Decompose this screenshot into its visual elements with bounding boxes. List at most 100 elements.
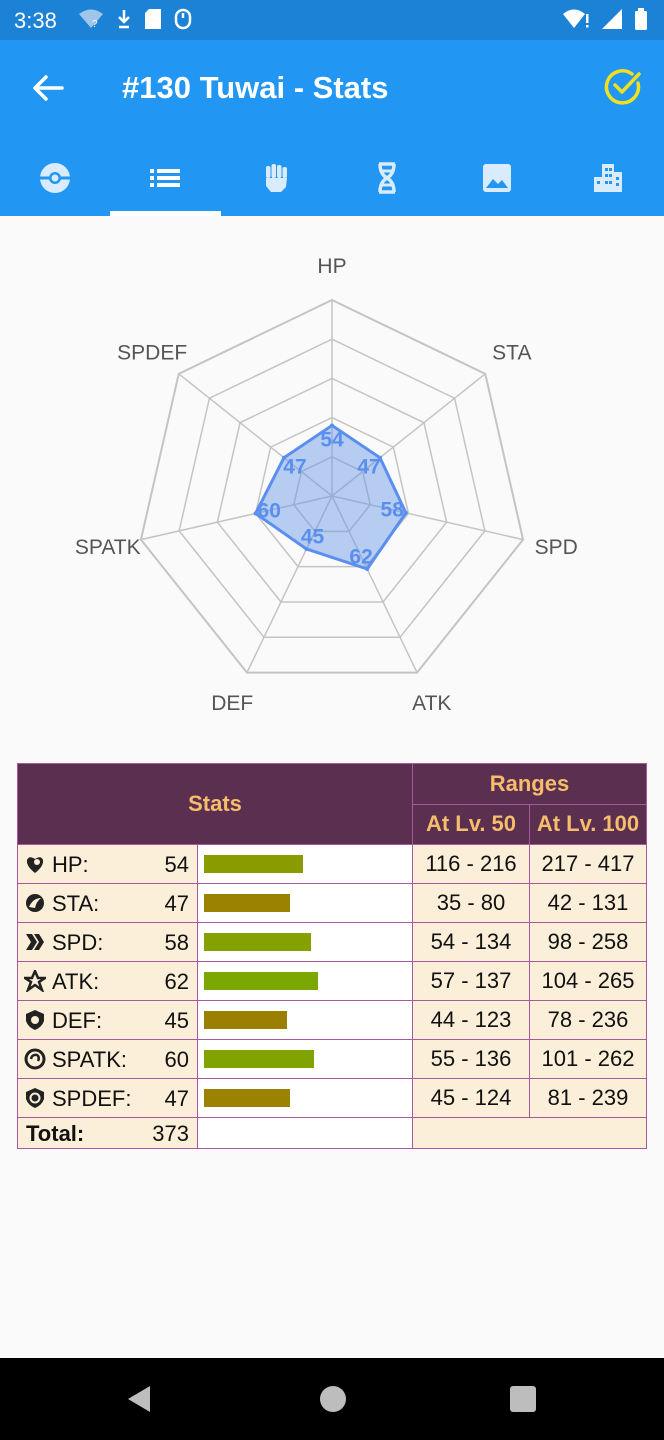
range-lv50: 55 - 136 [412, 1039, 530, 1079]
radar-value-label-def: 45 [301, 525, 325, 548]
stat-row-spatk: SPATK: 60 55 - 136 101 - 262 [17, 1039, 647, 1079]
tab-evolution[interactable] [332, 140, 442, 216]
radar-value-label-sta: 47 [357, 455, 380, 478]
dna-icon [378, 162, 396, 194]
radar-point-spd [403, 510, 408, 515]
radar-value-label-atk: 62 [349, 545, 372, 568]
radar-axis-label-spd: SPD [535, 536, 578, 559]
radar-axis-label-spatk: SPATK [75, 536, 141, 559]
radar-point-atk [365, 566, 370, 571]
status-bar: 3:38 ? [0, 0, 664, 40]
stat-bar-cell [197, 1039, 413, 1079]
city-icon [594, 164, 622, 192]
range-lv50: 54 - 134 [412, 922, 530, 962]
range-lv100: 101 - 262 [529, 1039, 647, 1079]
stat-spdef-icon [26, 1088, 44, 1108]
total-label: Total: [26, 1121, 85, 1146]
stat-bar-cell [197, 844, 413, 884]
nav-back-icon[interactable] [124, 1384, 154, 1414]
radar-grid-ring [139, 298, 525, 674]
range-lv100: 98 - 258 [529, 922, 647, 962]
stat-label: SPDEF: [52, 1086, 132, 1111]
tab-moves[interactable] [221, 140, 331, 216]
sd-card-icon [145, 9, 161, 29]
stat-sta-icon [26, 894, 44, 912]
range-lv50: 57 - 137 [412, 961, 530, 1001]
nav-recents-icon[interactable] [509, 1385, 537, 1413]
tab-bar [0, 140, 664, 216]
radar-axis-label-hp: HP [317, 255, 346, 278]
stat-value: 54 [164, 852, 189, 877]
check-circle-icon[interactable] [604, 68, 642, 106]
nav-home-icon[interactable] [318, 1384, 348, 1414]
back-arrow-icon[interactable] [30, 70, 66, 106]
range-lv50: 44 - 123 [412, 1000, 530, 1040]
stat-bar [204, 894, 291, 912]
stat-value: 47 [164, 891, 189, 916]
radar-axis-label-atk: ATK [412, 692, 451, 715]
stat-row-spd: SPD: 58 54 - 134 98 - 258 [17, 922, 647, 962]
stat-label: STA: [52, 891, 100, 916]
tab-locations[interactable] [553, 140, 663, 216]
wifi-question-icon: ? [79, 9, 103, 30]
lv50-header: At Lv. 50 [412, 803, 530, 845]
radar-spoke [140, 495, 333, 541]
stat-value: 47 [164, 1086, 189, 1111]
stat-label: HP: [52, 852, 89, 877]
radar-grid-ring [216, 377, 448, 603]
tab-stats[interactable] [110, 140, 220, 216]
range-lv100: 81 - 239 [529, 1078, 647, 1118]
stat-name-cell: SPDEF: 47 [17, 1078, 198, 1118]
stat-bar-cell [197, 961, 413, 1001]
range-lv100: 217 - 417 [529, 844, 647, 884]
status-system-icons [562, 8, 648, 30]
wifi-alert-icon [563, 9, 589, 28]
radar-data-polygon [254, 423, 408, 571]
stat-row-spdef: SPDEF: 47 45 - 124 81 - 239 [17, 1078, 647, 1118]
range-lv100: 104 - 265 [529, 961, 647, 1001]
range-lv50: 35 - 80 [412, 883, 530, 923]
image-icon [483, 164, 511, 192]
stat-label: ATK: [52, 969, 100, 994]
radar-spoke [331, 495, 418, 673]
stat-bar [204, 1050, 315, 1068]
radar-point-hp [330, 423, 334, 428]
stat-spatk-icon [24, 1048, 46, 1070]
stat-label: DEF: [52, 1008, 103, 1033]
stat-bar-cell [197, 922, 413, 962]
total-value: 373 [152, 1121, 189, 1146]
pokeball-icon [40, 163, 70, 193]
stat-value: 60 [164, 1047, 189, 1072]
stat-value: 62 [164, 969, 189, 994]
stat-bar [204, 933, 311, 951]
range-lv50: 116 - 216 [412, 844, 530, 884]
radar-spoke [331, 373, 486, 497]
tab-images[interactable] [442, 140, 552, 216]
stat-row-hp: HP: 54 116 - 216 217 - 417 [17, 844, 647, 884]
stat-name-cell: STA: 47 [17, 883, 198, 923]
radar-value-label-hp: 54 [320, 428, 344, 451]
stat-atk-icon [24, 970, 46, 992]
stat-name-cell: ATK: 62 [17, 961, 198, 1001]
radar-axis-label-sta: STA [492, 342, 531, 365]
mouse-icon [174, 8, 192, 30]
radar-spoke [246, 495, 333, 673]
stat-bar-cell [197, 883, 413, 923]
radar-axis-label-spdef: SPDEF [117, 342, 187, 365]
stat-label: SPD: [52, 930, 104, 955]
stat-bar-cell [197, 1000, 413, 1040]
total-empty-cell [197, 1117, 413, 1149]
fist-icon [266, 164, 287, 192]
stat-bar [204, 1089, 291, 1107]
system-nav-bar [0, 1358, 664, 1440]
stat-bar [204, 855, 304, 873]
stat-name-cell: SPATK: 60 [17, 1039, 198, 1079]
tab-info[interactable] [0, 140, 110, 216]
radar-value-label-spdef: 47 [283, 455, 306, 478]
page-title: #130 Tuwai - Stats [122, 70, 389, 105]
radar-point-def [304, 546, 309, 551]
stat-value: 58 [164, 930, 189, 955]
stat-bar [204, 1011, 287, 1029]
radar-spoke [178, 373, 333, 497]
